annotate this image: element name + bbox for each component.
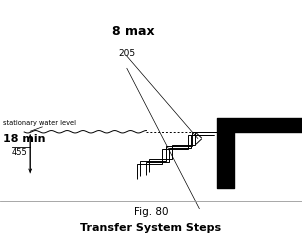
Text: Transfer System Steps: Transfer System Steps bbox=[80, 223, 222, 233]
Text: 205: 205 bbox=[118, 49, 135, 58]
Text: stationary water level: stationary water level bbox=[3, 120, 76, 126]
Text: 18 min: 18 min bbox=[3, 134, 46, 144]
Text: Fig. 80: Fig. 80 bbox=[134, 207, 168, 217]
Text: 455: 455 bbox=[12, 148, 28, 157]
Text: 8 max: 8 max bbox=[111, 25, 154, 38]
